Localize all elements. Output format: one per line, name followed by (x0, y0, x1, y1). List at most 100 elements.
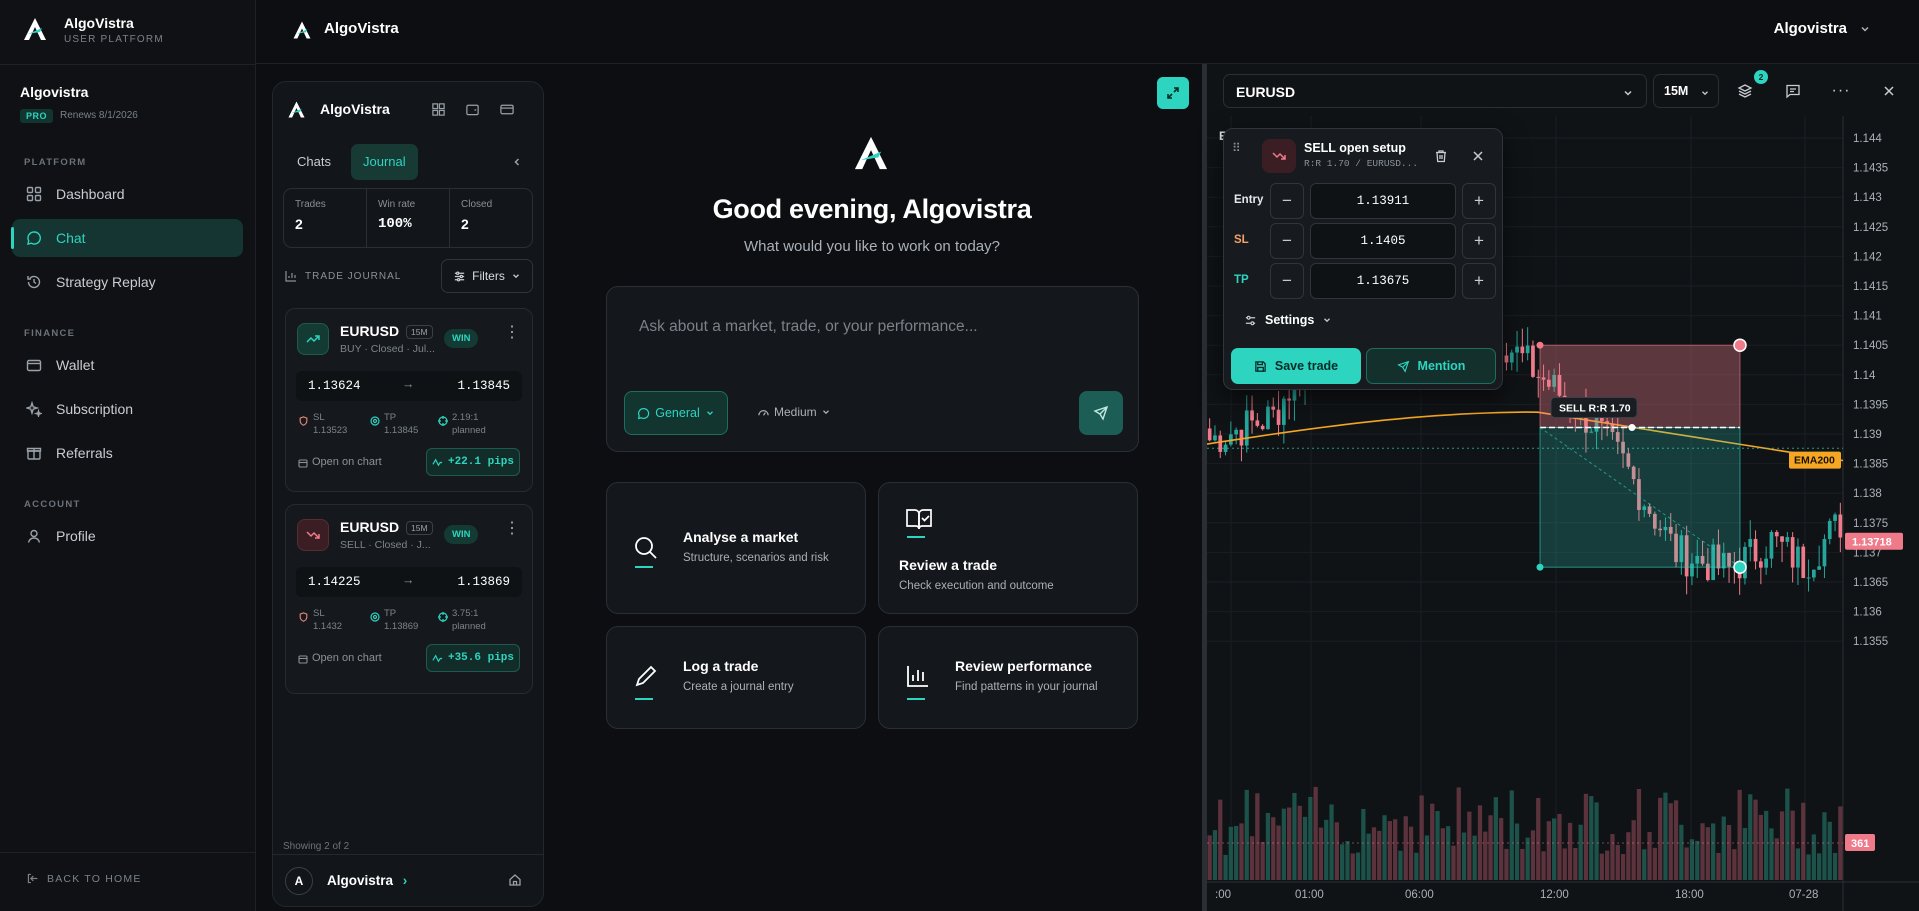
sliders-icon (1245, 315, 1256, 325)
trade-pips: +35.6 pips (426, 644, 520, 672)
volume-bar (1801, 802, 1806, 880)
sidebar-item-label: Dashboard (56, 186, 125, 202)
settings-toggle[interactable]: Settings (1244, 313, 1340, 327)
chat-icon (638, 407, 650, 419)
user-menu[interactable]: Algovistra (1774, 20, 1871, 37)
save-trade-button[interactable]: Save trade (1231, 348, 1361, 384)
sidebar-item-subscription[interactable]: Subscription (12, 390, 243, 428)
renewal-date: Renews 8/1/2026 (60, 110, 138, 121)
chat-composer[interactable]: Ask about a market, trade, or your perfo… (606, 286, 1139, 452)
message-square-icon (1786, 84, 1800, 99)
sidebar-item-chat[interactable]: Chat (11, 219, 243, 257)
pips-value: +22.1 pips (447, 456, 514, 468)
chevron-down-icon (706, 411, 713, 416)
volume-bar (1716, 852, 1721, 880)
activity-icon (432, 458, 443, 466)
volume-bar (1345, 840, 1350, 880)
home-icon[interactable] (508, 873, 522, 887)
expand-button[interactable] (1157, 77, 1189, 109)
sidebar-item-referrals[interactable]: Referrals (12, 434, 243, 472)
footer-user[interactable]: Algovistra › (327, 873, 407, 888)
drag-handle-icon[interactable]: ⠿ (1232, 141, 1241, 155)
more-menu-icon[interactable]: ⋮ (504, 324, 520, 341)
open-on-chart-link[interactable]: Open on chart (312, 456, 382, 468)
increment-button[interactable]: + (1462, 223, 1496, 259)
save-trade-label: Save trade (1274, 359, 1339, 373)
candle-body (1658, 528, 1663, 531)
collapse-panel-icon[interactable] (511, 156, 523, 168)
layers-button[interactable] (1727, 74, 1763, 108)
more-menu-icon[interactable]: ⋮ (504, 520, 520, 537)
brand-logo-icon (22, 16, 48, 42)
volume-bar (1228, 826, 1233, 880)
sliders-icon (455, 271, 465, 281)
plan-badge: PRO (20, 109, 54, 123)
more-options-button[interactable]: ··· (1823, 74, 1859, 108)
volume-bar (1350, 853, 1355, 880)
back-to-home-link[interactable]: BACK TO HOME (26, 872, 142, 885)
send-button[interactable] (1079, 391, 1123, 435)
symbol-select[interactable]: EURUSD (1223, 74, 1647, 108)
bar-chart-icon (907, 666, 928, 687)
candle-body (1721, 552, 1726, 569)
tp-field[interactable]: 1.13675 (1310, 263, 1456, 299)
mention-button[interactable]: Mention (1366, 348, 1496, 384)
timeframe-select[interactable]: 15M (1653, 74, 1719, 108)
depth-select[interactable]: Medium (753, 405, 835, 419)
sl-field[interactable]: 1.1405 (1310, 223, 1456, 259)
decrement-button[interactable]: − (1270, 183, 1304, 219)
volume-bar (1732, 849, 1737, 880)
quick-action-title: Review a trade (899, 557, 998, 573)
time-tick-label: 01:00 (1295, 889, 1324, 901)
trash-icon[interactable] (1434, 149, 1448, 163)
layout-grid-icon[interactable] (431, 102, 447, 118)
close-icon[interactable] (1472, 150, 1484, 162)
trade-pips: +22.1 pips (426, 448, 520, 476)
sidebar-item-strategy-replay[interactable]: Strategy Replay (12, 263, 243, 301)
price-chart[interactable]: 1.144 1.1435 1.143 1.1425 1.142 1.1415 1.141 1.… (1207, 116, 1919, 911)
row-label: SL (1234, 234, 1249, 246)
quick-action-log-trade[interactable]: Log a trade Create a journal entry (606, 626, 866, 729)
volume-bar (1424, 835, 1430, 880)
quick-action-review-performance[interactable]: Review performance Find patterns in your… (878, 626, 1138, 729)
trade-card[interactable]: EURUSD 15M BUY · Closed · Jul... WIN ⋮ 1… (285, 308, 533, 492)
sidebar-item-wallet[interactable]: Wallet (12, 346, 243, 384)
volume-bar (1223, 854, 1228, 880)
volume-bar (1652, 847, 1657, 880)
volume-bar (1753, 799, 1758, 880)
close-chart-button[interactable] (1871, 74, 1907, 108)
card-icon[interactable] (499, 102, 515, 118)
open-on-chart-link[interactable]: Open on chart (312, 652, 382, 664)
decrement-button[interactable]: − (1270, 263, 1304, 299)
trade-card[interactable]: EURUSD 15M SELL · Closed · J... WIN ⋮ 1.… (285, 504, 533, 694)
gift-icon (26, 447, 42, 460)
increment-button[interactable]: + (1462, 263, 1496, 299)
more-horizontal-icon: ··· (1831, 82, 1851, 99)
volume-bar (1324, 819, 1329, 880)
sparkles-icon (26, 401, 42, 417)
candle-body (1711, 544, 1716, 581)
decrement-button[interactable]: − (1270, 223, 1304, 259)
notes-button[interactable] (1775, 74, 1811, 108)
chat-input[interactable]: Ask about a market, trade, or your perfo… (639, 318, 978, 335)
section-label: TRADE JOURNAL (305, 270, 402, 282)
wallet-icon[interactable] (465, 102, 481, 118)
quick-action-analyse-market[interactable]: Analyse a market Structure, scenarios an… (606, 482, 866, 614)
quick-action-review-trade[interactable]: Review a trade Check execution and outco… (878, 482, 1138, 614)
volume-bar (1536, 797, 1541, 880)
sidebar-item-profile[interactable]: Profile (12, 517, 243, 555)
increment-button[interactable]: + (1462, 183, 1496, 219)
mode-select[interactable]: General (624, 391, 728, 435)
avatar[interactable]: A (285, 867, 313, 895)
chevron-down-icon (1702, 91, 1708, 96)
filters-button[interactable]: Filters (441, 259, 533, 293)
user-menu-label: Algovistra (1773, 20, 1847, 37)
tab-journal[interactable]: Journal (351, 144, 418, 180)
tab-chats[interactable]: Chats (297, 154, 331, 169)
volume-bar (1451, 845, 1456, 880)
search-icon (635, 537, 657, 559)
entry-field[interactable]: 1.13911 (1310, 183, 1456, 219)
volume-bar (1806, 854, 1811, 880)
calendar-icon (298, 459, 308, 468)
sidebar-item-dashboard[interactable]: Dashboard (12, 175, 243, 213)
